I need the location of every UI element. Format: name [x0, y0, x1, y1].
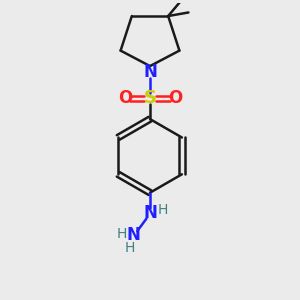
Text: O: O	[168, 89, 182, 107]
Text: N: N	[143, 63, 157, 81]
Text: N: N	[127, 226, 141, 244]
Text: H: H	[116, 227, 127, 241]
Text: O: O	[118, 89, 132, 107]
Text: N: N	[143, 204, 157, 222]
Text: H: H	[157, 203, 168, 218]
Text: H: H	[125, 241, 136, 255]
Text: S: S	[143, 89, 157, 107]
